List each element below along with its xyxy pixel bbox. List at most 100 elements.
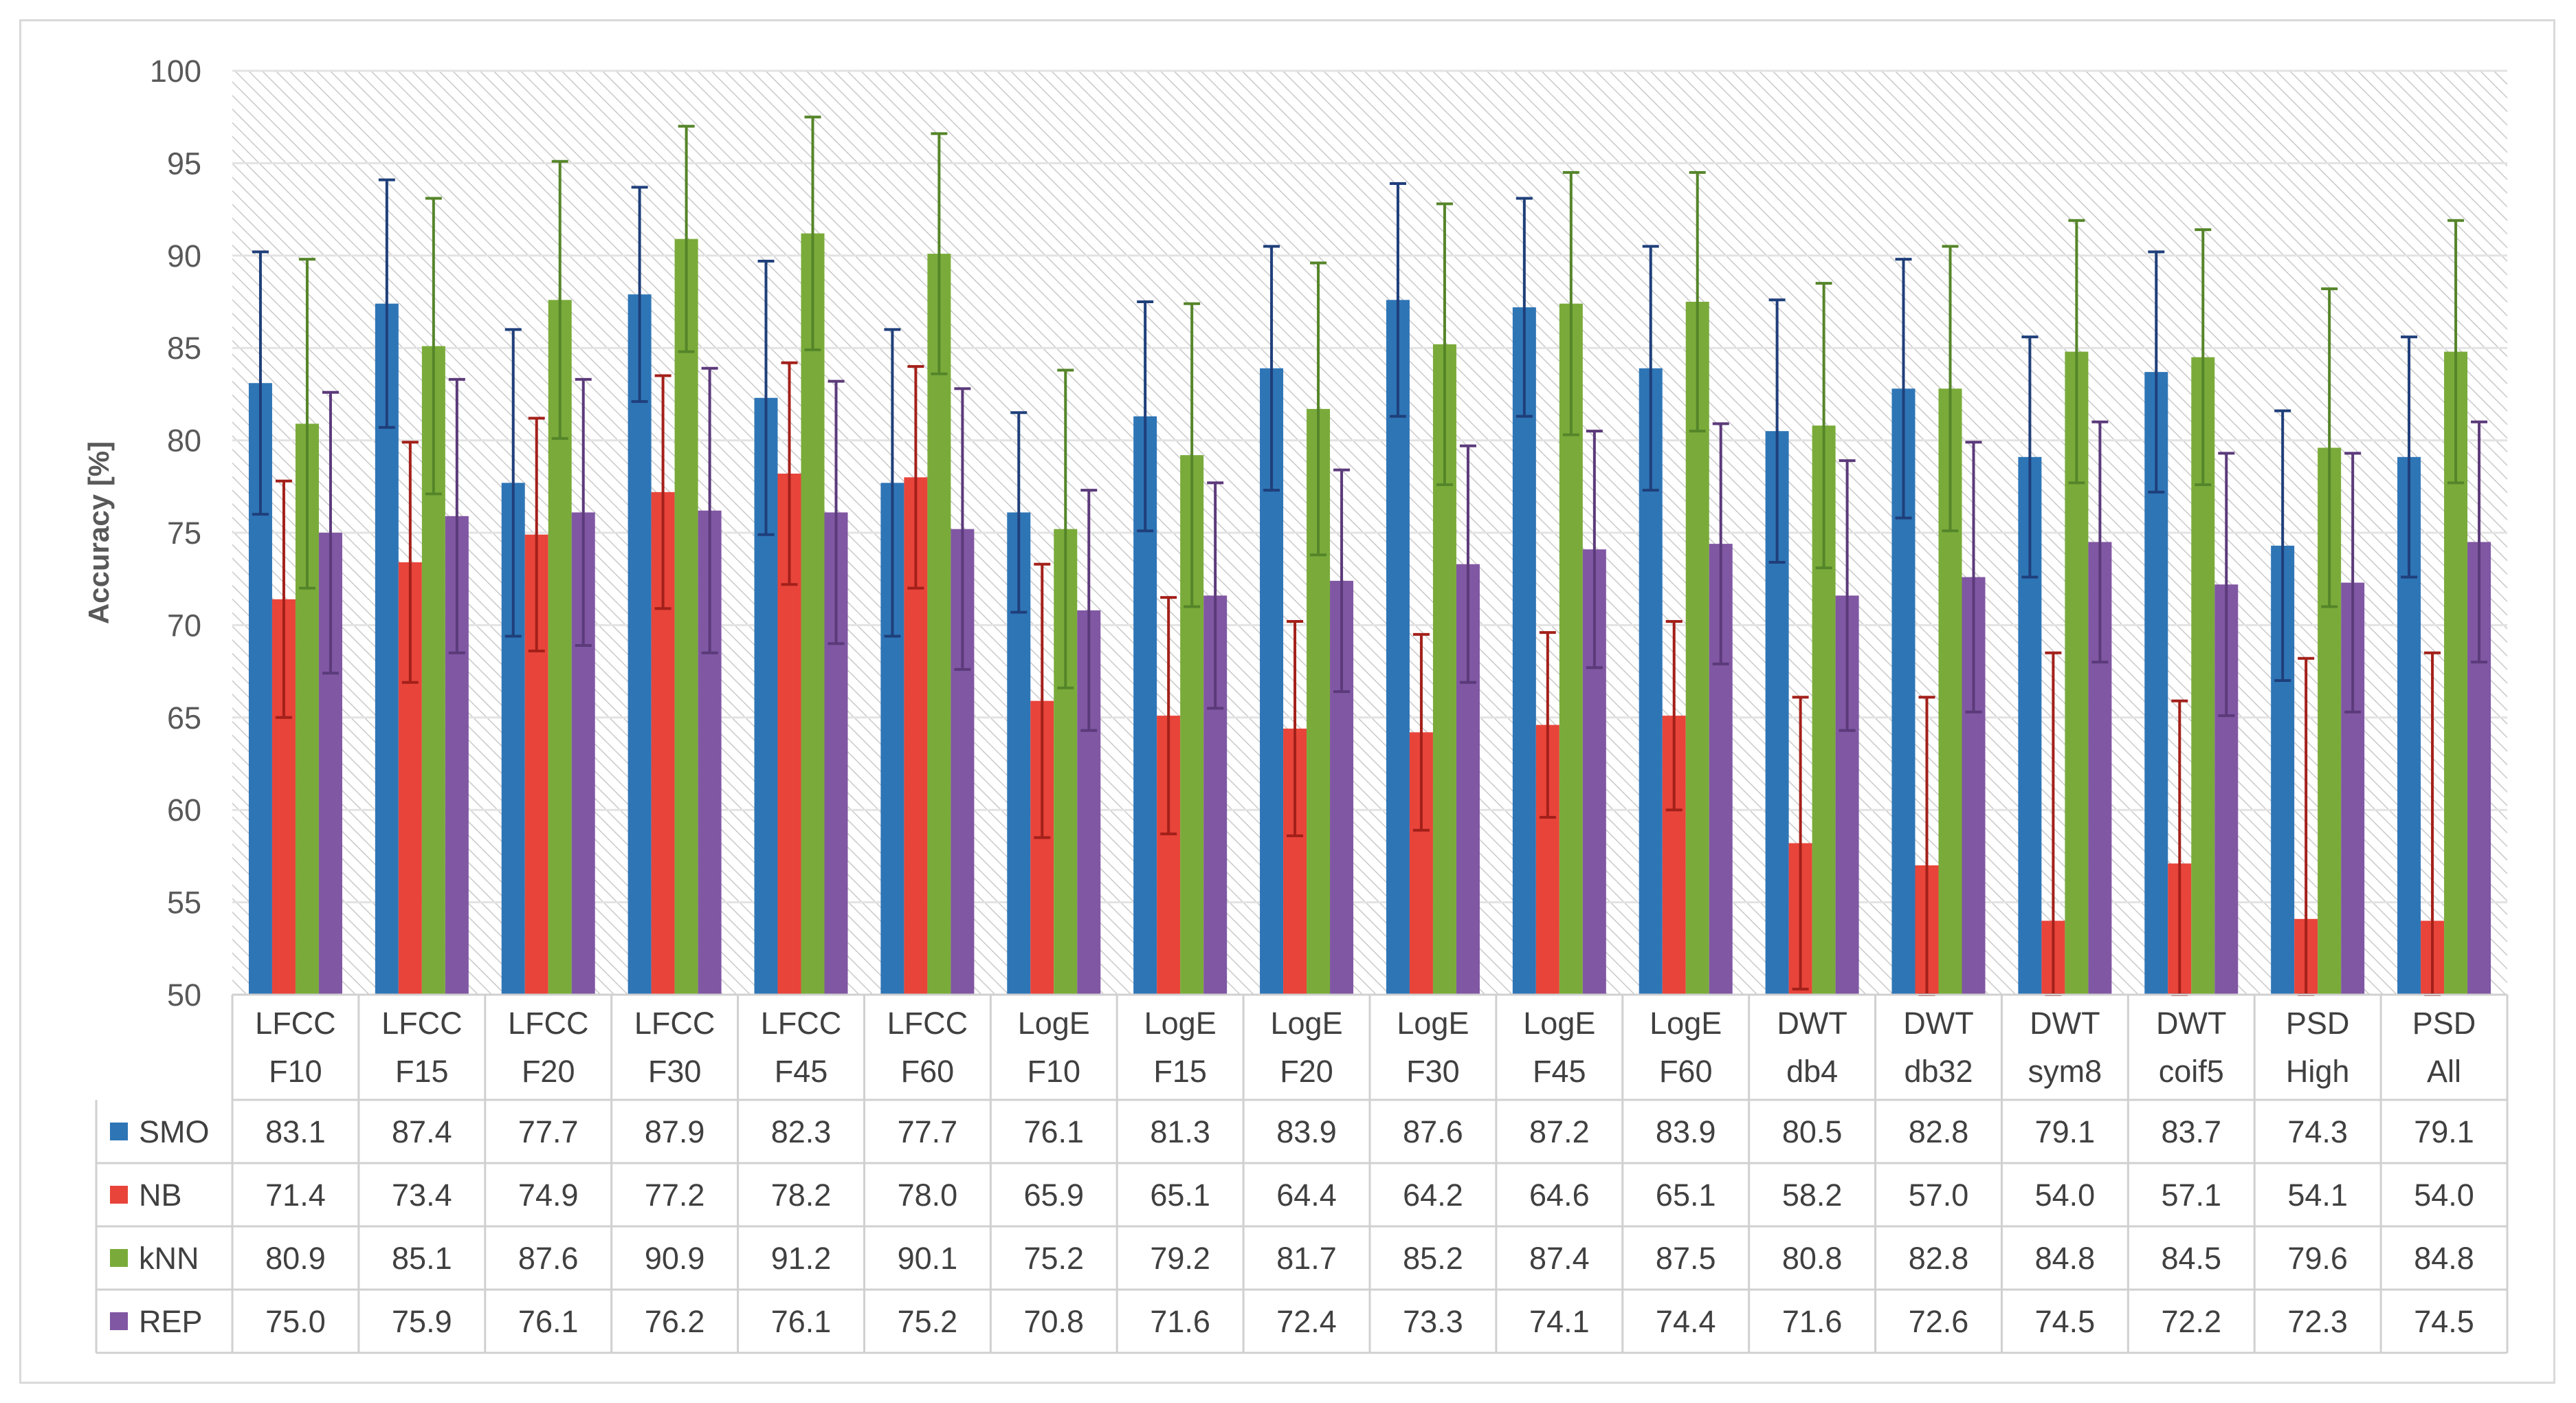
table-value-rep: 71.6	[1150, 1304, 1210, 1339]
y-tick-label: 85	[167, 331, 201, 366]
x-category-label: F30	[648, 1054, 702, 1089]
table-value-nb: 74.9	[518, 1178, 579, 1213]
table-value-knn: 80.9	[265, 1241, 326, 1276]
x-category-label: LFCC	[887, 1006, 968, 1041]
table-value-knn: 80.8	[1782, 1241, 1843, 1276]
y-tick-label: 90	[167, 239, 201, 274]
legend-key-smo	[110, 1123, 128, 1140]
x-category-label: High	[2286, 1054, 2350, 1089]
x-category-label: DWT	[2156, 1006, 2226, 1041]
table-value-rep: 74.5	[2414, 1304, 2474, 1339]
x-category-label: db4	[1786, 1054, 1838, 1089]
table-value-knn: 87.5	[1656, 1241, 1716, 1276]
table-value-rep: 74.1	[1529, 1304, 1590, 1339]
legend-key-nb	[110, 1186, 128, 1204]
x-category-label: All	[2427, 1054, 2461, 1089]
x-category-label: LFCC	[761, 1006, 842, 1041]
table-value-rep: 70.8	[1023, 1304, 1084, 1339]
x-category-label: F45	[1533, 1054, 1586, 1089]
table-value-smo: 83.9	[1276, 1114, 1337, 1149]
bar-smo	[628, 294, 652, 995]
table-value-rep: 75.9	[392, 1304, 452, 1339]
legend-label-knn: kNN	[139, 1241, 199, 1276]
x-category-label: coif5	[2159, 1054, 2224, 1089]
table-value-smo: 81.3	[1150, 1114, 1210, 1149]
bar-knn	[801, 233, 825, 995]
x-category-label: LogE	[1018, 1006, 1090, 1041]
table-value-knn: 75.2	[1023, 1241, 1084, 1276]
table-value-knn: 90.9	[645, 1241, 705, 1276]
x-category-label: db32	[1904, 1054, 1973, 1089]
x-category-label: F45	[775, 1054, 828, 1089]
x-category-label: DWT	[1777, 1006, 1847, 1041]
table-value-rep: 75.2	[898, 1304, 958, 1339]
y-tick-label: 65	[167, 700, 201, 736]
y-tick-label: 70	[167, 608, 201, 643]
x-category-label: F10	[269, 1054, 322, 1089]
x-category-label: LogE	[1271, 1006, 1343, 1041]
table-value-knn: 82.8	[1909, 1241, 1969, 1276]
table-value-knn: 84.8	[2414, 1241, 2474, 1276]
table-value-nb: 64.6	[1529, 1178, 1590, 1213]
table-value-smo: 77.7	[518, 1114, 579, 1149]
table-value-nb: 71.4	[265, 1178, 326, 1213]
table-value-knn: 85.1	[392, 1241, 452, 1276]
table-value-smo: 83.1	[265, 1114, 326, 1149]
x-category-label: F15	[1153, 1054, 1207, 1089]
y-tick-label: 60	[167, 793, 201, 828]
x-category-label: F10	[1028, 1054, 1081, 1089]
table-value-rep: 76.1	[518, 1304, 579, 1339]
table-value-nb: 73.4	[392, 1178, 452, 1213]
table-value-rep: 71.6	[1782, 1304, 1843, 1339]
table-value-knn: 90.1	[898, 1241, 958, 1276]
x-category-label: F30	[1406, 1054, 1460, 1089]
y-tick-label: 95	[167, 146, 201, 181]
table-value-nb: 54.1	[2287, 1178, 2348, 1213]
x-category-label: F15	[395, 1054, 449, 1089]
table-value-nb: 78.2	[771, 1178, 832, 1213]
table-value-knn: 87.6	[518, 1241, 579, 1276]
x-category-label: LFCC	[381, 1006, 463, 1041]
table-value-smo: 87.2	[1529, 1114, 1590, 1149]
table-value-smo: 87.4	[392, 1114, 452, 1149]
x-category-label: LogE	[1397, 1006, 1469, 1041]
table-value-smo: 77.7	[898, 1114, 958, 1149]
y-axis-label: Accuracy [%]	[82, 441, 115, 624]
x-category-label: LogE	[1144, 1006, 1217, 1041]
table-value-knn: 81.7	[1276, 1241, 1337, 1276]
y-tick-label: 75	[167, 516, 201, 551]
legend-label-rep: REP	[139, 1304, 203, 1339]
table-value-rep: 75.0	[265, 1304, 326, 1339]
legend-label-smo: SMO	[139, 1114, 210, 1149]
table-value-nb: 64.4	[1276, 1178, 1337, 1213]
x-category-label: LFCC	[634, 1006, 715, 1041]
table-value-knn: 79.6	[2287, 1241, 2348, 1276]
bar-knn	[674, 239, 698, 995]
table-value-nb: 78.0	[898, 1178, 958, 1213]
table-value-nb: 65.1	[1656, 1178, 1716, 1213]
table-value-smo: 87.9	[645, 1114, 705, 1149]
table-value-knn: 84.5	[2161, 1241, 2221, 1276]
table-value-rep: 74.5	[2035, 1304, 2096, 1339]
x-category-label: DWT	[1903, 1006, 1973, 1041]
table-value-smo: 83.7	[2161, 1114, 2221, 1149]
table-value-rep: 74.4	[1656, 1304, 1716, 1339]
table-value-rep: 73.3	[1403, 1304, 1463, 1339]
x-category-label: F20	[522, 1054, 575, 1089]
table-value-nb: 57.1	[2161, 1178, 2221, 1213]
table-value-rep: 72.2	[2161, 1304, 2221, 1339]
table-value-rep: 72.3	[2287, 1304, 2348, 1339]
x-category-label: PSD	[2286, 1006, 2350, 1041]
bar-knn	[927, 254, 951, 995]
table-value-knn: 84.8	[2035, 1241, 2096, 1276]
table-value-nb: 54.0	[2035, 1178, 2096, 1213]
table-value-nb: 64.2	[1403, 1178, 1463, 1213]
x-category-label: LogE	[1523, 1006, 1595, 1041]
table-value-smo: 76.1	[1023, 1114, 1084, 1149]
table-value-knn: 79.2	[1150, 1241, 1210, 1276]
table-value-nb: 54.0	[2414, 1178, 2474, 1213]
table-value-smo: 79.1	[2035, 1114, 2096, 1149]
x-category-label: LFCC	[508, 1006, 589, 1041]
y-tick-label: 50	[167, 977, 201, 1013]
